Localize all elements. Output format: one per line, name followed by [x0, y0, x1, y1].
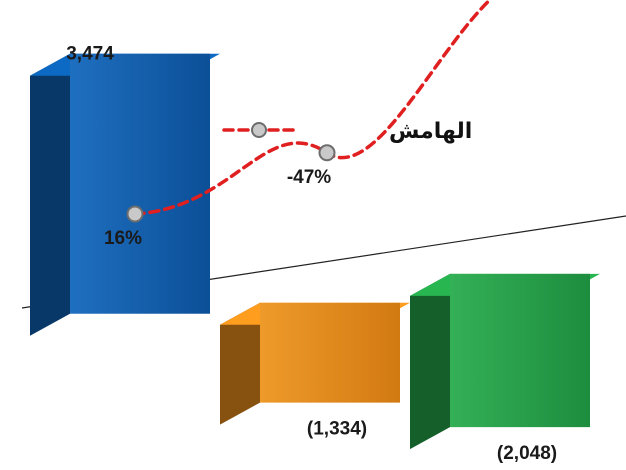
bar-front-face	[260, 302, 400, 403]
bar-1	[220, 302, 410, 425]
bar-front-face	[450, 273, 590, 428]
value-label: 3,474	[66, 44, 114, 65]
pct-labels: 16%-47%-229%	[104, 167, 331, 249]
legend-label: الهامش	[389, 119, 472, 144]
margin-point	[318, 144, 336, 162]
bar-side-face	[410, 273, 450, 450]
bars	[30, 53, 220, 336]
bar-side-face	[30, 53, 70, 336]
bar-side-face	[220, 302, 260, 425]
legend-marker	[251, 122, 267, 138]
margin-label: 16%	[104, 228, 142, 249]
bar-backs	[220, 273, 600, 450]
legend: الهامش	[222, 119, 472, 144]
margin-points	[126, 144, 336, 223]
value-labels: 3,474 (1,334) (2,048)	[66, 44, 557, 464]
value-label: (1,334)	[307, 419, 367, 440]
margin-point	[126, 205, 144, 223]
bar-front-face	[70, 53, 210, 314]
bar-2	[410, 273, 600, 450]
margin-label: -47%	[287, 167, 331, 188]
bar-0	[30, 53, 220, 336]
value-label: (2,048)	[497, 443, 557, 464]
